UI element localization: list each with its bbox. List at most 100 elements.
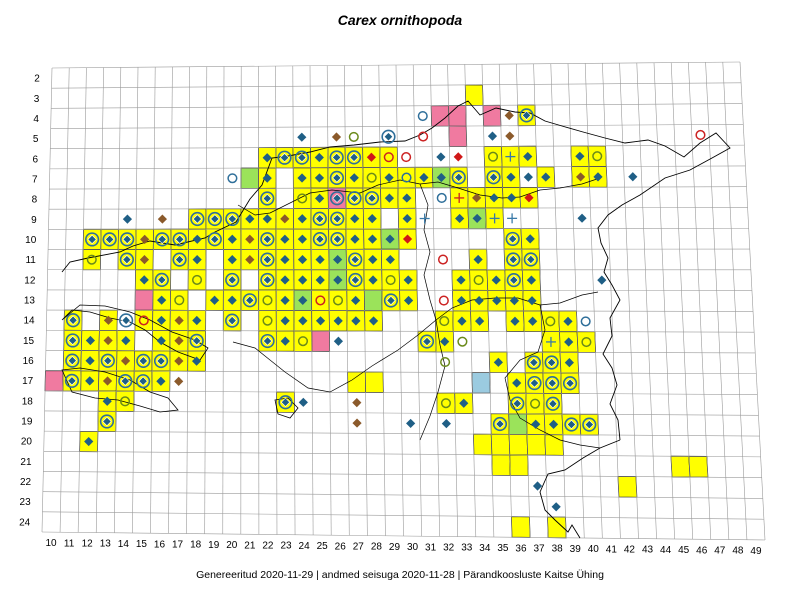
diamond-marker xyxy=(121,335,131,346)
ring-marker xyxy=(260,333,275,349)
green-circle-marker xyxy=(332,295,344,306)
ring-marker xyxy=(153,353,169,369)
brown-diamond-marker xyxy=(103,335,113,346)
diamond-marker xyxy=(227,234,237,244)
grid-line-vertical xyxy=(550,63,567,538)
ring-marker xyxy=(346,150,362,165)
diamond-marker xyxy=(156,376,166,386)
map-footer: Genereeritud 2020-11-29 | andmed seisuga… xyxy=(196,569,604,581)
green-circle-marker xyxy=(174,295,185,306)
ring-marker xyxy=(364,191,380,206)
column-label: 35 xyxy=(497,543,509,554)
grid-cell-green xyxy=(240,167,259,189)
column-label: 41 xyxy=(606,544,618,555)
ring-marker xyxy=(545,396,561,411)
ring-marker xyxy=(544,355,559,370)
diamond-marker xyxy=(297,254,308,265)
diamond-marker xyxy=(280,275,290,285)
row-label: 14 xyxy=(23,316,35,327)
column-label: 46 xyxy=(696,545,708,556)
brown-diamond-marker xyxy=(472,193,482,203)
diamond-marker xyxy=(577,213,587,223)
brown-diamond-marker xyxy=(157,214,167,224)
green-circle-marker xyxy=(297,336,309,347)
row-label: 18 xyxy=(22,396,34,407)
diamond-marker xyxy=(315,275,325,285)
diamond-marker xyxy=(532,481,543,491)
brown-diamond-marker xyxy=(139,255,150,265)
row-label: 11 xyxy=(25,255,36,266)
grid-cell-yellow xyxy=(490,433,511,456)
grid-line-horizontal xyxy=(42,491,763,499)
diamond-marker xyxy=(457,316,467,326)
diamond-marker xyxy=(105,234,115,245)
diamond-marker xyxy=(350,214,360,224)
ring-marker xyxy=(225,211,240,227)
grid-line-vertical xyxy=(132,67,139,534)
diamond-marker xyxy=(367,234,378,244)
brown-diamond-marker xyxy=(140,234,150,244)
grid-line-horizontal xyxy=(45,370,757,375)
green-circle-marker xyxy=(439,316,450,327)
southern-border xyxy=(539,439,621,539)
diamond-marker xyxy=(402,213,412,224)
brown-diamond-marker xyxy=(331,132,342,142)
diamond-marker xyxy=(68,335,78,346)
grid-line-vertical xyxy=(481,64,495,538)
green-circle-marker xyxy=(440,357,451,368)
diamond-marker xyxy=(526,275,537,285)
row-label: 5 xyxy=(33,134,39,145)
ring-marker xyxy=(190,211,205,227)
diamond-marker xyxy=(315,193,325,203)
ring-marker xyxy=(260,232,275,247)
ring-marker xyxy=(329,170,344,185)
diamond-marker xyxy=(459,398,469,408)
grid-cell-yellow xyxy=(617,476,638,498)
ring-marker xyxy=(330,211,345,226)
grid-line-vertical xyxy=(412,64,422,537)
diamond-marker xyxy=(245,214,255,224)
diamond-marker xyxy=(122,214,133,224)
diamond-marker xyxy=(297,152,307,163)
diamond-marker xyxy=(628,172,638,182)
diamond-marker xyxy=(593,172,603,182)
diamond-marker xyxy=(436,172,446,183)
diamond-marker xyxy=(332,193,342,203)
ring-marker xyxy=(486,170,501,185)
green-circle-marker xyxy=(366,172,377,183)
ring-marker xyxy=(85,232,100,247)
ring-marker xyxy=(118,373,133,389)
grid-cell-yellow xyxy=(540,310,560,333)
row-label: 7 xyxy=(32,174,38,185)
grid-line-horizontal xyxy=(49,165,746,170)
diamond-marker xyxy=(456,275,466,285)
ring-marker xyxy=(523,252,538,267)
grid-cell-yellow xyxy=(293,330,313,352)
diamond-marker xyxy=(262,234,272,244)
county-border-4 xyxy=(504,304,601,449)
diamond-marker xyxy=(475,316,485,326)
ring-marker xyxy=(348,272,363,288)
ring-marker xyxy=(330,232,345,247)
column-label: 16 xyxy=(154,539,166,550)
diamond-marker xyxy=(454,172,464,183)
grid-line-vertical xyxy=(222,66,225,535)
grid-line-horizontal xyxy=(50,144,745,149)
diamond-marker xyxy=(493,357,503,367)
ring-marker xyxy=(260,191,275,206)
grid-cell-yellow xyxy=(483,145,503,168)
blue-circle-marker xyxy=(436,192,447,204)
brown-diamond-marker xyxy=(575,172,586,182)
red-circle-marker xyxy=(315,295,326,306)
diamond-marker xyxy=(298,316,308,326)
ring-marker xyxy=(510,396,525,411)
diamond-marker xyxy=(122,234,132,245)
diamond-marker xyxy=(314,152,324,163)
diamond-marker xyxy=(103,356,113,366)
ring-marker xyxy=(451,170,466,185)
diamond-marker xyxy=(403,275,413,285)
ring-marker xyxy=(294,150,310,165)
grid-line-horizontal xyxy=(42,511,764,520)
diamond-marker xyxy=(102,396,112,406)
